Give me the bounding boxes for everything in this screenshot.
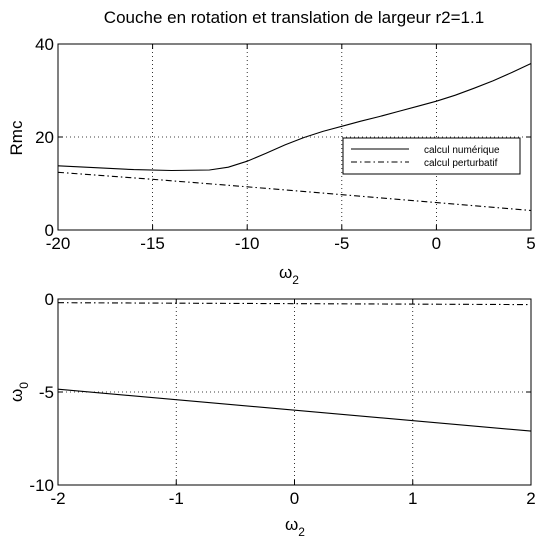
- grid-lines: [58, 299, 531, 485]
- x-tick-label: -15: [140, 234, 165, 253]
- chart-title: Couche en rotation et translation de lar…: [104, 8, 484, 27]
- x-tick-label: 0: [432, 234, 441, 253]
- x-tick-label: -20: [46, 234, 71, 253]
- axis-ticks: -20 -15 -10 -5 0 5 0 20 40: [35, 35, 536, 253]
- legend-box: [342, 137, 521, 175]
- x-axis-label: ω2: [279, 263, 299, 287]
- y-tick-label: 0: [45, 290, 54, 309]
- y-axis-label-main: ω: [7, 389, 26, 402]
- y-tick-label: 20: [35, 128, 54, 147]
- x-axis-label: ω2: [285, 515, 305, 539]
- x-tick-label: 1: [408, 489, 417, 508]
- x-axis-label-main: ω: [285, 515, 298, 534]
- series-line-solid: [57, 388, 532, 432]
- x-tick-label: 0: [290, 489, 299, 508]
- series-group: [57, 63, 532, 212]
- axis-ticks: -2 -1 0 1 2-10-50: [29, 290, 535, 508]
- y-tick-label: 0: [45, 221, 54, 240]
- x-tick-label: 2: [526, 489, 535, 508]
- x-tick-label: -5: [334, 234, 349, 253]
- series-line-solid: [57, 63, 532, 172]
- y-axis-label-main: Rmc: [7, 120, 26, 155]
- grid-lines: [58, 44, 531, 230]
- x-tick-label: -10: [235, 234, 260, 253]
- legend-label-numerique: calcul numérique: [424, 145, 500, 156]
- y-tick-label: -5: [39, 383, 54, 402]
- x-axis-label-subscript: 2: [292, 273, 299, 287]
- x-axis-label-subscript: 2: [298, 525, 305, 539]
- series-line-dashdot: [57, 171, 532, 212]
- x-tick-label: -2: [50, 489, 65, 508]
- y-tick-label: 40: [35, 35, 54, 54]
- x-tick-label: 5: [526, 234, 535, 253]
- series-group: [57, 302, 532, 432]
- x-axis-label-main: ω: [279, 263, 292, 282]
- y-axis-label: Rmc: [7, 120, 26, 155]
- x-tick-label: -1: [169, 489, 184, 508]
- y-axis-label: ω0: [7, 382, 31, 402]
- legend: calcul numérique calcul perturbatif: [342, 137, 521, 175]
- top-panel: -20 -15 -10 -5 0 5 0 20 40 Rmc ω2 calcul numériq…: [7, 35, 536, 287]
- series-line-dashdot: [57, 302, 532, 306]
- legend-label-perturbatif: calcul perturbatif: [424, 158, 498, 169]
- bottom-panel: -2 -1 0 1 2-10-50 ω0 ω2: [7, 290, 536, 539]
- y-axis-label-subscript: 0: [17, 382, 31, 389]
- y-tick-label: -10: [29, 476, 54, 495]
